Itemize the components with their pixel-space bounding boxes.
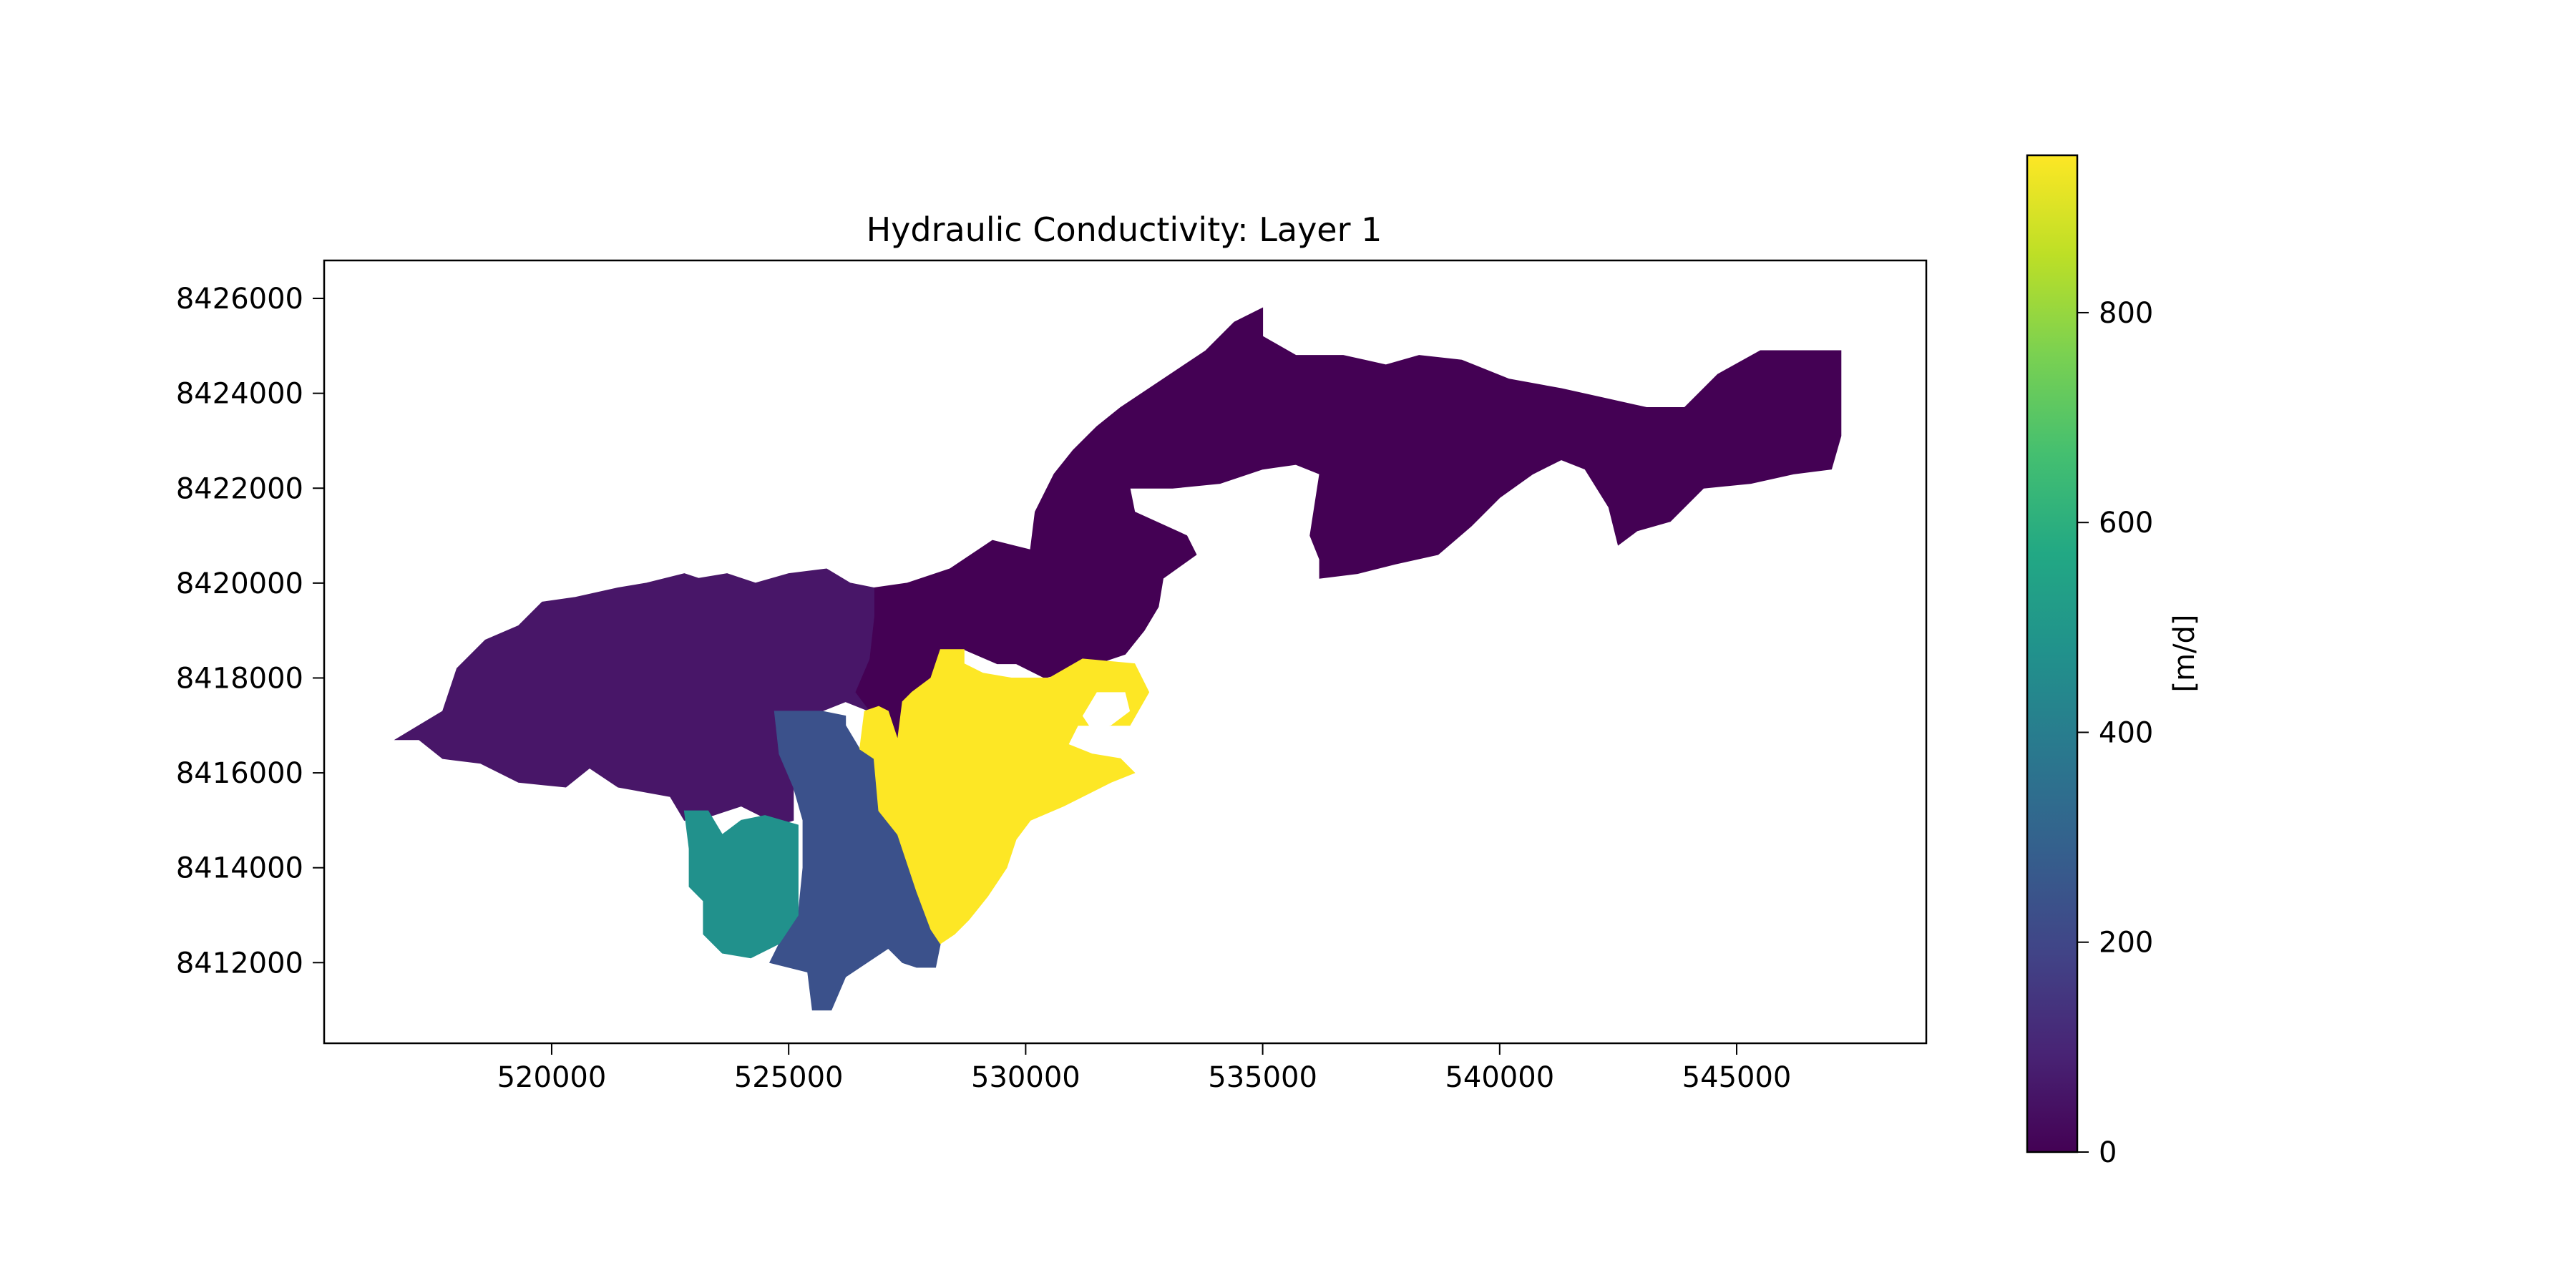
main-axes: Hydraulic Conductivity: Layer 1 520000 52…: [176, 210, 1928, 1094]
zones-layer: [394, 307, 1842, 1011]
y-tick-label: 8422000: [176, 472, 303, 505]
x-tick-label: 545000: [1682, 1061, 1792, 1094]
colorbar-tick-label: 0: [2099, 1136, 2117, 1169]
y-tick-label: 8426000: [176, 283, 303, 316]
y-axis: 8412000 8414000 8416000 8418000 8420000 84220…: [176, 283, 324, 980]
colorbar-tick-label: 400: [2099, 716, 2153, 749]
y-tick-label: 8418000: [176, 662, 303, 695]
x-tick-label: 525000: [734, 1061, 844, 1094]
colorbar-tick-label: 200: [2099, 927, 2153, 960]
colorbar-ticks: 0 200 400 600 800: [2077, 297, 2153, 1169]
zone-4: [683, 810, 799, 959]
zone-5: [859, 649, 1150, 945]
x-tick-label: 540000: [1445, 1061, 1554, 1094]
y-tick-label: 8416000: [176, 757, 303, 790]
colorbar-label: [m/d]: [2168, 614, 2201, 692]
plot-frame: [323, 259, 1928, 1045]
y-tick-label: 8420000: [176, 567, 303, 600]
zone-1: [854, 307, 1842, 741]
inactive-cells-1: [1082, 692, 1131, 731]
chart-title: Hydraulic Conductivity: Layer 1: [867, 210, 1382, 249]
colorbar-gradient: [2026, 154, 2079, 1153]
colorbar: 0 200 400 600 800 [m/d]: [2026, 154, 2201, 1169]
colorbar-tick-label: 600: [2099, 507, 2153, 540]
x-axis: 520000 525000 530000 535000 540000 545000: [497, 1043, 1792, 1094]
colorbar-tick-label: 800: [2099, 297, 2153, 330]
y-tick-label: 8412000: [176, 947, 303, 980]
x-tick-label: 530000: [971, 1061, 1080, 1094]
x-tick-label: 535000: [1208, 1061, 1317, 1094]
x-tick-label: 520000: [497, 1061, 607, 1094]
y-tick-label: 8424000: [176, 378, 303, 411]
y-tick-label: 8414000: [176, 852, 303, 885]
